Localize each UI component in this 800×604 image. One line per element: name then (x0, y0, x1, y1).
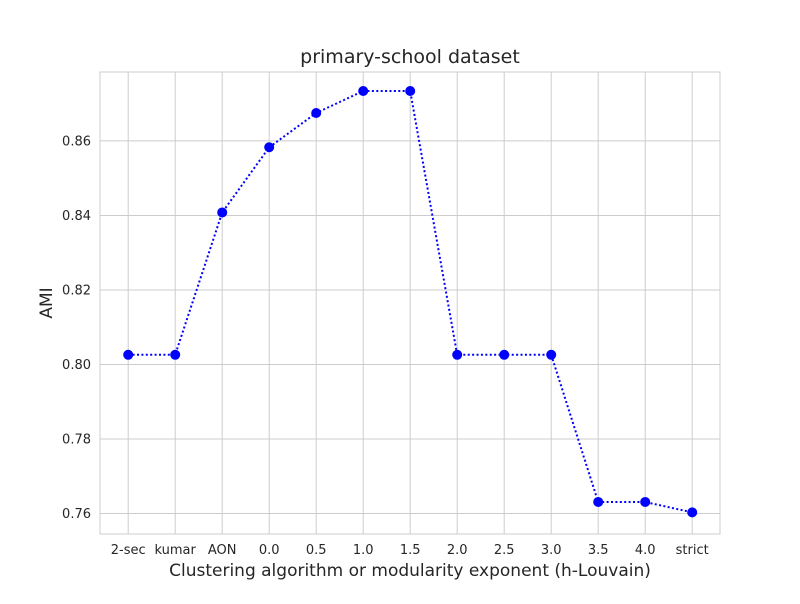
data-point (170, 349, 181, 360)
data-point (593, 496, 604, 507)
x-tick-label: 4.0 (635, 543, 656, 558)
x-tick-label: 2.0 (447, 543, 468, 558)
series-layer (123, 86, 698, 518)
y-axis-label: AMI (37, 287, 57, 318)
x-tick-label: 2-sec (111, 543, 146, 558)
x-tick-label: kumar (155, 543, 197, 558)
x-tick-label: 0.0 (259, 543, 280, 558)
y-tick-label: 0.80 (62, 358, 91, 373)
x-tick-label: 2.5 (494, 543, 515, 558)
x-tick-labels: 2-sec kumar AON 0.0 0.5 1.0 1.5 2.0 2.5 3.0 3.5 4.0… (111, 543, 709, 558)
data-point (123, 349, 134, 360)
data-point (405, 86, 416, 97)
y-tick-label: 0.86 (62, 134, 91, 149)
data-point (546, 349, 557, 360)
data-point (687, 507, 698, 518)
y-tick-label: 0.82 (62, 283, 91, 298)
x-tick-label: 1.5 (400, 543, 421, 558)
data-point (217, 207, 228, 218)
data-point (499, 349, 510, 360)
chart-title: primary-school dataset (300, 46, 520, 68)
y-tick-label: 0.76 (62, 507, 91, 522)
data-point (452, 349, 463, 360)
x-tick-label: 0.5 (306, 543, 327, 558)
data-point (264, 142, 275, 153)
grid-lines (100, 72, 720, 534)
x-tick-label: 3.0 (541, 543, 562, 558)
y-tick-label: 0.84 (62, 209, 91, 224)
x-tick-label: 3.5 (588, 543, 609, 558)
y-tick-label: 0.78 (62, 432, 91, 447)
data-point (358, 86, 369, 97)
x-tick-label: AON (208, 543, 237, 558)
x-axis-label: Clustering algorithm or modularity expon… (169, 561, 651, 581)
x-tick-label: strict (676, 543, 709, 558)
data-point (640, 496, 651, 507)
x-tick-label: 1.0 (353, 543, 374, 558)
y-tick-labels: 0.76 0.78 0.80 0.82 0.84 0.86 (62, 134, 91, 522)
data-point (311, 107, 322, 118)
